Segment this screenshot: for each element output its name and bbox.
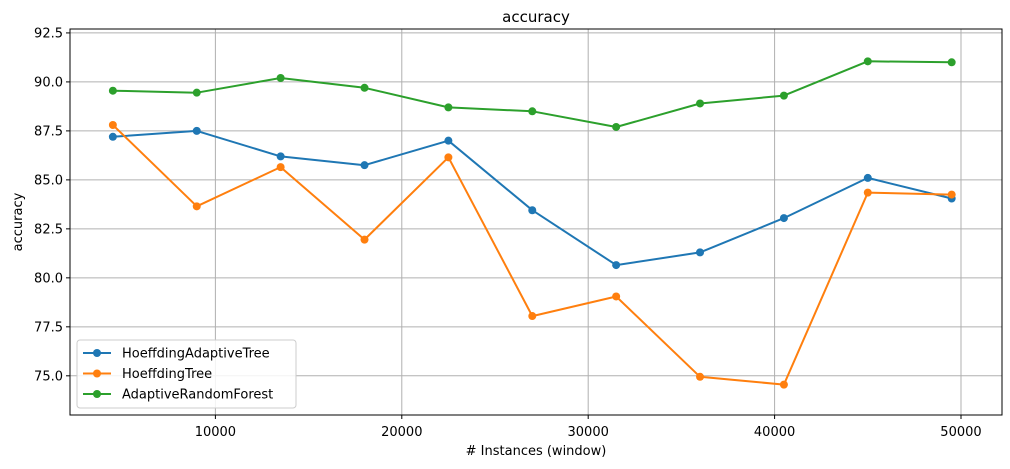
y-tick-label: 90.0 — [34, 75, 63, 90]
data-point-hoeffdingadaptivetree — [276, 152, 285, 161]
y-tick-label: 77.5 — [34, 320, 63, 335]
data-point-hoeffdingtree — [360, 235, 369, 244]
data-point-hoeffdingtree — [528, 312, 537, 321]
series-line-adaptiverandomforest — [112, 60, 952, 128]
data-point-adaptiverandomforest — [696, 99, 705, 108]
series-line-hoeffdingadaptivetree — [112, 129, 952, 267]
data-point-hoeffdingadaptivetree — [612, 261, 621, 270]
x-tick-label: 40000 — [754, 425, 795, 440]
legend-label-hoeffdingtree: HoeffdingTree — [122, 367, 212, 382]
y-tick-label: 75.0 — [34, 369, 63, 384]
data-point-hoeffdingadaptivetree — [863, 173, 872, 182]
x-axis-ticks: 10000 20000 30000 40000 50000 — [195, 415, 982, 440]
x-tick-label: 10000 — [195, 425, 236, 440]
y-tick-label: 87.5 — [34, 124, 63, 139]
data-point-hoeffdingadaptivetree — [192, 126, 201, 135]
data-point-hoeffdingtree — [192, 202, 201, 211]
legend-marker-hoeffdingtree — [93, 369, 101, 378]
y-axis-label: accuracy — [11, 192, 26, 251]
chart-title: accuracy — [502, 8, 570, 26]
x-tick-label: 20000 — [381, 425, 422, 440]
data-point-hoeffdingtree — [779, 380, 788, 389]
series-lines — [108, 57, 956, 389]
data-point-hoeffdingadaptivetree — [444, 136, 453, 145]
data-point-hoeffdingtree — [276, 163, 285, 172]
x-tick-label: 30000 — [568, 425, 609, 440]
data-point-adaptiverandomforest — [779, 91, 788, 100]
x-axis-label: # Instances (window) — [466, 444, 607, 459]
data-point-adaptiverandomforest — [528, 107, 537, 116]
x-tick-label: 50000 — [940, 425, 981, 440]
y-tick-label: 92.5 — [34, 26, 63, 41]
data-point-hoeffdingadaptivetree — [696, 248, 705, 257]
legend-label-hoeffdingadaptivetree: HoeffdingAdaptiveTree — [122, 347, 270, 362]
data-point-hoeffdingtree — [947, 190, 956, 199]
data-point-hoeffdingadaptivetree — [360, 161, 369, 170]
data-point-hoeffdingadaptivetree — [779, 214, 788, 223]
data-point-adaptiverandomforest — [444, 103, 453, 112]
data-point-hoeffdingtree — [612, 292, 621, 301]
legend-marker-adaptiverandomforest — [93, 390, 101, 398]
data-point-adaptiverandomforest — [947, 58, 956, 67]
data-point-hoeffdingtree — [444, 153, 453, 162]
data-point-adaptiverandomforest — [612, 122, 621, 131]
y-tick-label: 82.5 — [34, 222, 63, 237]
plot-area-frame — [69, 28, 1003, 416]
data-point-adaptiverandomforest — [192, 88, 201, 97]
legend-label-adaptiverandomforest: AdaptiveRandomForest — [122, 388, 273, 403]
legend-marker-hoeffdingadaptivetree — [93, 349, 101, 357]
data-point-adaptiverandomforest — [276, 73, 285, 82]
legend: HoeffdingAdaptiveTree HoeffdingTree Adapti… — [76, 339, 297, 409]
data-point-adaptiverandomforest — [108, 86, 117, 95]
data-point-hoeffdingadaptivetree — [528, 206, 537, 215]
data-point-hoeffdingtree — [863, 188, 872, 197]
data-point-hoeffdingtree — [696, 372, 705, 381]
y-tick-label: 80.0 — [34, 271, 63, 286]
legend-box — [76, 339, 297, 409]
data-point-hoeffdingtree — [108, 121, 117, 130]
y-axis-ticks: 75.0 77.5 80.0 82.5 85.0 87.5 90.0 92.5 — [34, 26, 70, 384]
data-point-adaptiverandomforest — [863, 57, 872, 66]
data-point-hoeffdingadaptivetree — [108, 132, 117, 141]
data-point-adaptiverandomforest — [360, 83, 369, 92]
y-tick-label: 85.0 — [34, 173, 63, 188]
